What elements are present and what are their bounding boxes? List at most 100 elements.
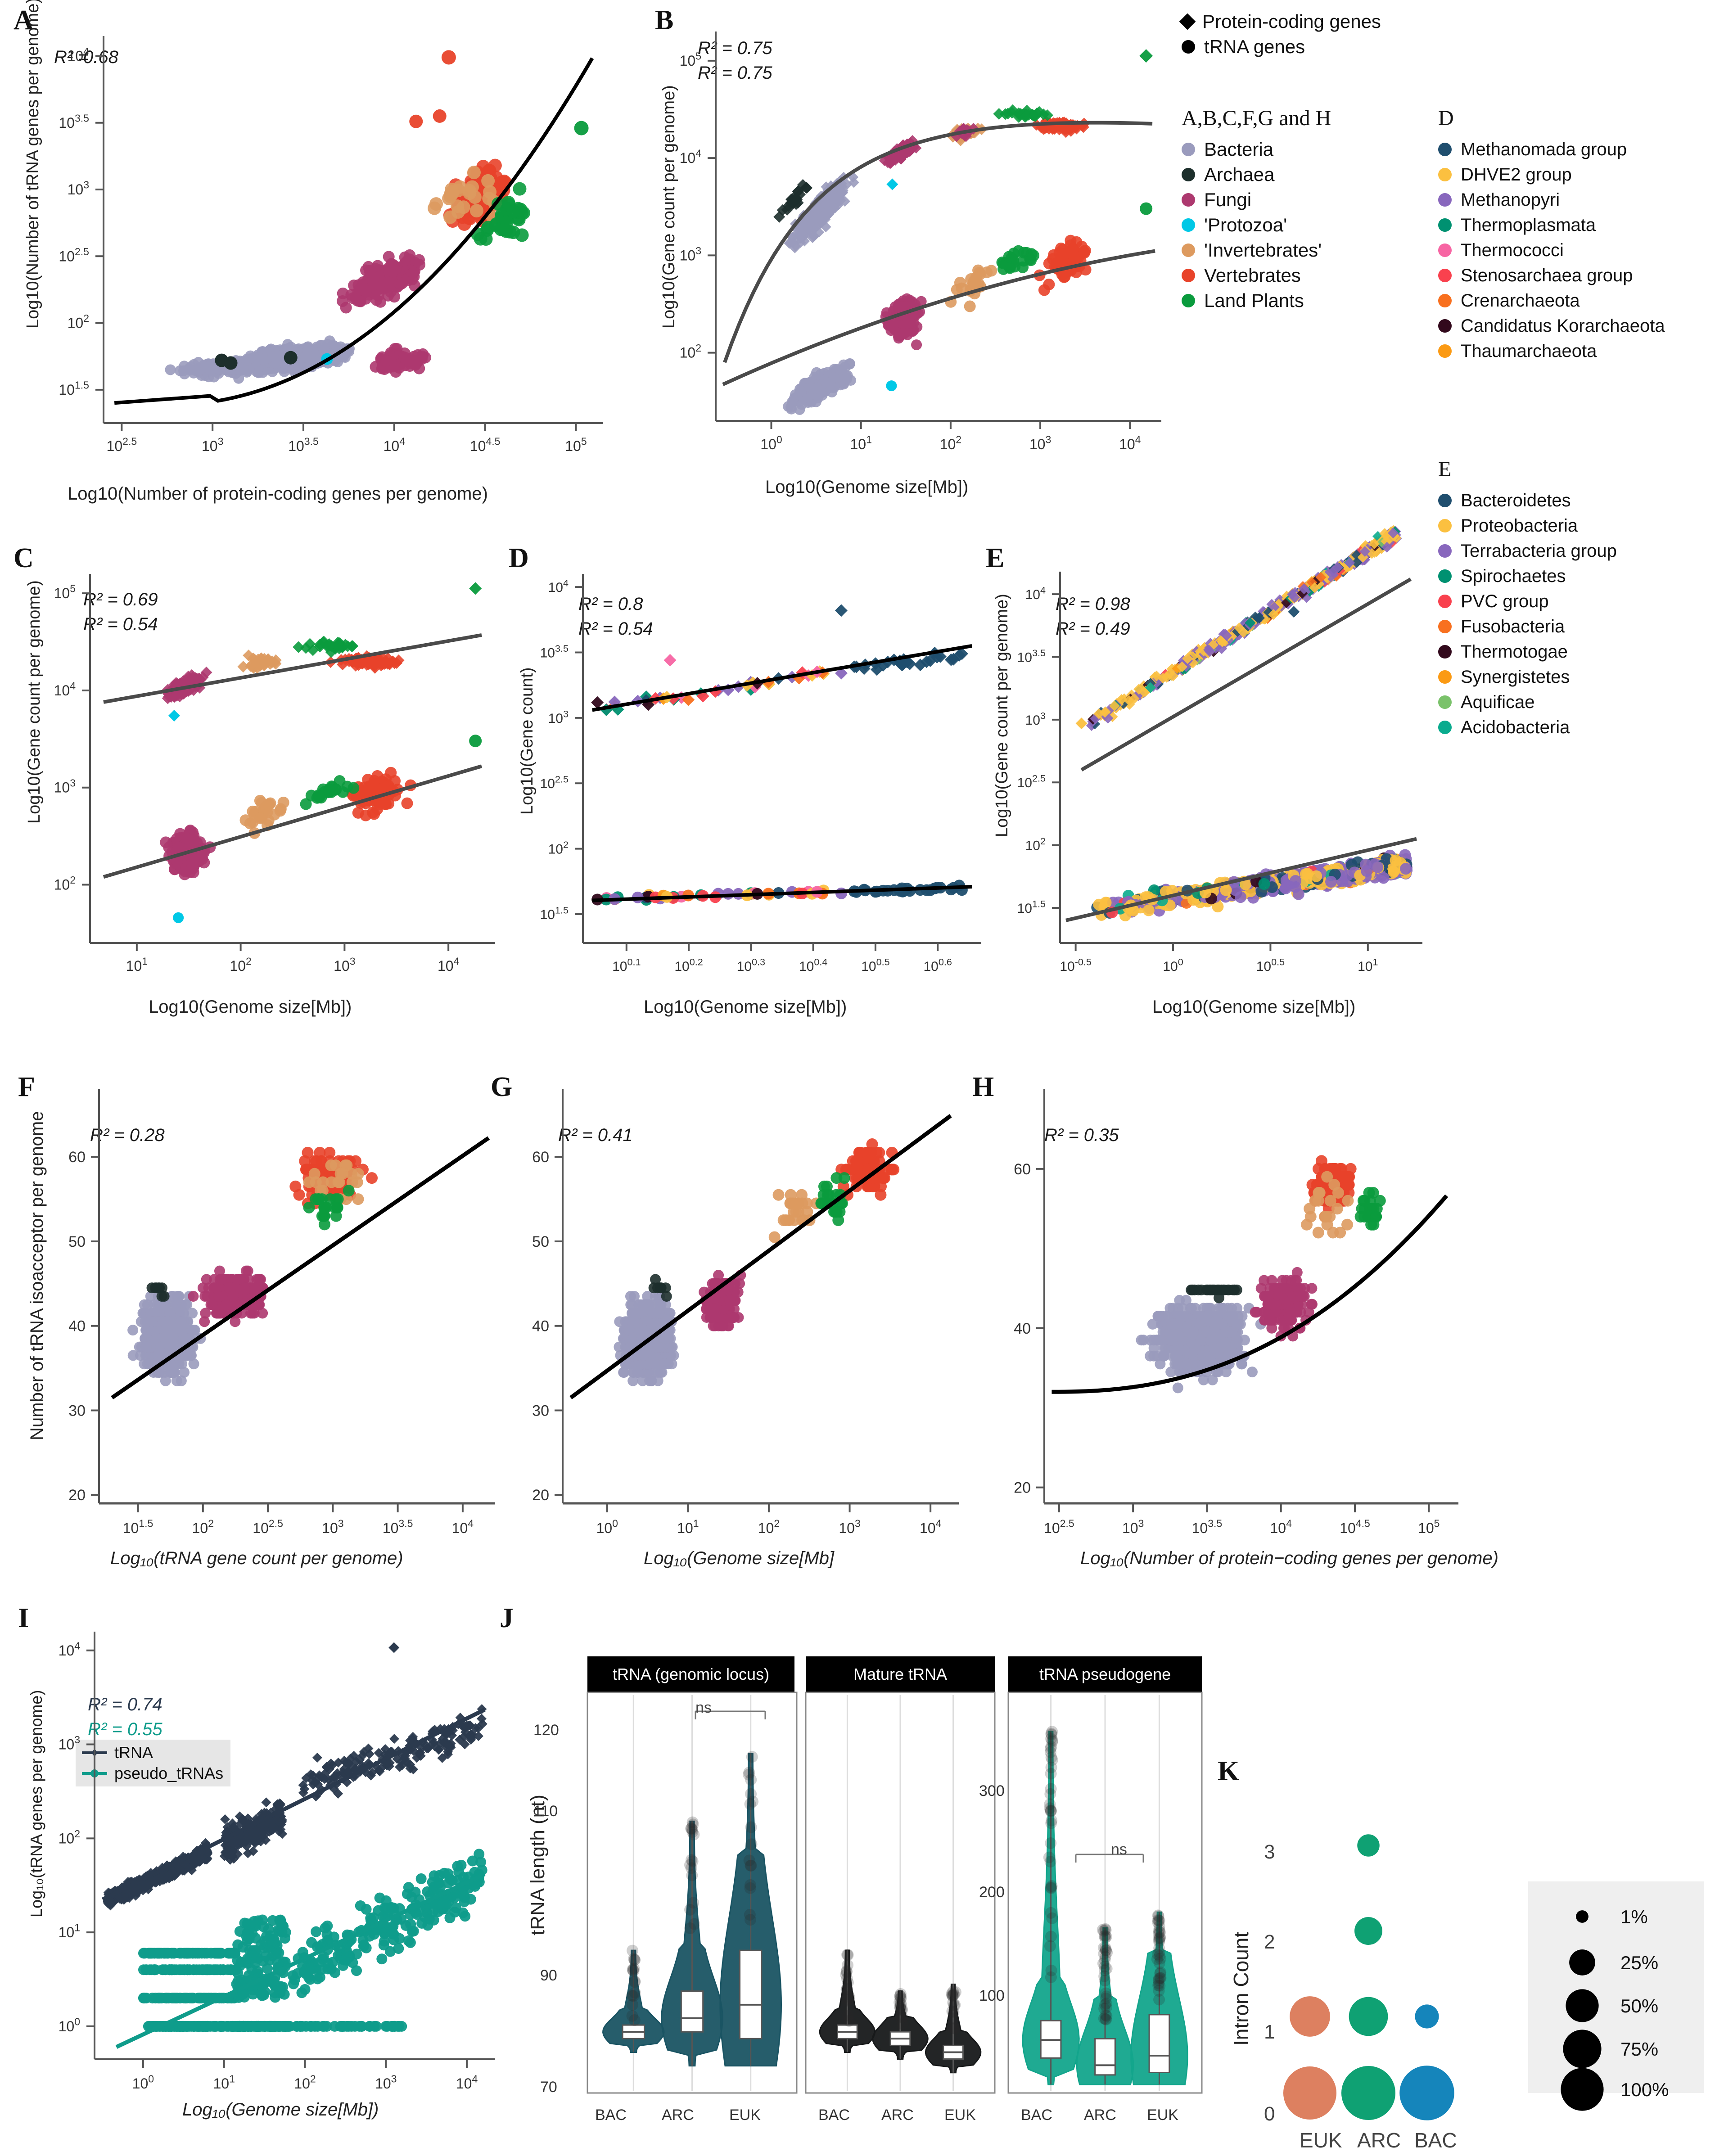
legend-label: Candidatus Korarchaeota: [1461, 316, 1665, 336]
panel-J-xtick-euk-2: EUK: [944, 2106, 976, 2124]
legend-label: Methanomada group: [1461, 139, 1627, 159]
legend-color-dot-icon: [1182, 269, 1195, 282]
legend-item-candidatus-korarchaeota: Candidatus Korarchaeota: [1438, 313, 1665, 338]
legend-item-aquificae: Aquificae: [1438, 690, 1617, 715]
svg-text:102.5: 102.5: [59, 246, 89, 264]
bubble-ARC-1: [1349, 1997, 1388, 2036]
bubble-BAC-0: [1399, 2066, 1454, 2120]
panel-F-plot: 101.5 102 102.5 103 103.5 104 20 30 40 50 60: [68, 1089, 495, 1536]
svg-text:102: 102: [1025, 835, 1046, 853]
legend-item-bacteroidetes: Bacteroidetes: [1438, 488, 1617, 513]
panel-H-x-title: Log₁₀(Number of protein−coding genes per…: [1080, 1548, 1498, 1568]
legend-color-dot-icon: [1182, 294, 1195, 307]
svg-text:105: 105: [54, 583, 76, 601]
legend-color-dot-icon: [1438, 544, 1452, 558]
legend-item-thaumarchaeota: Thaumarchaeota: [1438, 338, 1665, 364]
svg-text:10-0.5: 10-0.5: [1060, 956, 1092, 974]
svg-text:100.1: 100.1: [612, 956, 641, 974]
svg-text:102.5: 102.5: [253, 1518, 283, 1536]
circle-marker-icon: [1182, 40, 1195, 54]
panel-B-plot: 100 101 102 103 104 102 103 104 105: [680, 32, 1161, 452]
bubble-BAC-1: [1415, 2004, 1439, 2029]
panel-J-xtick-bac-2: BAC: [818, 2106, 850, 2124]
legend-item-vertebrates: Vertebrates: [1182, 263, 1331, 288]
panel-K-size-legend: 1% 25% 50% 75% 100%: [1528, 1881, 1704, 2111]
panel-J-ytick-120: 120: [533, 1722, 559, 1739]
svg-text:102: 102: [548, 839, 569, 857]
panel-I-inner-legend: tRNA pseudo_tRNAs: [76, 1740, 230, 1786]
legend-label: 'Protozoa': [1204, 214, 1287, 235]
inner-legend-label: pseudo_tRNAs: [114, 1764, 224, 1782]
svg-text:103.5: 103.5: [288, 436, 319, 454]
panel-I-r2-1: R² = 0.74: [88, 1695, 162, 1714]
svg-text:102.5: 102.5: [1017, 773, 1046, 791]
legend-color-dot-icon: [1438, 218, 1452, 232]
panel-J-plot: [587, 1691, 1203, 2094]
legend-label: DHVE2 group: [1461, 164, 1572, 185]
legend-item-thermoplasmata: Thermoplasmata: [1438, 212, 1665, 238]
bacteria-legend: E Bacteroidetes Proteobacteria Terrabacter…: [1438, 457, 1617, 740]
panel-label-G: G: [491, 1072, 513, 1102]
svg-text:100.4: 100.4: [799, 956, 827, 974]
svg-text:100.2: 100.2: [674, 956, 703, 974]
panel-label-J: J: [500, 1603, 514, 1633]
panel-G-x-title: Log₁₀(Genome size[Mb]: [644, 1548, 834, 1568]
panel-label-B: B: [655, 5, 674, 36]
svg-text:102.5: 102.5: [107, 436, 137, 454]
legend-item-spirochaetes: Spirochaetes: [1438, 564, 1617, 589]
legend-color-dot-icon: [1438, 344, 1452, 358]
legend-label: Land Plants: [1204, 290, 1304, 311]
panel-J-xtick-euk-3: EUK: [1147, 2106, 1178, 2124]
svg-text:102: 102: [68, 312, 89, 331]
legend-item-synergistetes: Synergistetes: [1438, 664, 1617, 690]
panel-label-E: E: [986, 543, 1005, 573]
legend-label: Proteobacteria: [1461, 515, 1578, 536]
svg-text:50: 50: [68, 1233, 86, 1250]
svg-text:104: 104: [384, 436, 406, 454]
svg-text:60: 60: [68, 1149, 86, 1166]
legend-label: PVC group: [1461, 591, 1549, 611]
legend-color-dot-icon: [1182, 168, 1195, 181]
legend-label: Archaea: [1204, 164, 1275, 185]
svg-text:30: 30: [68, 1402, 86, 1419]
panel-E-x-title: Log10(Genome size[Mb]): [1152, 997, 1356, 1017]
panel-D-r2-2: R² = 0.54: [578, 619, 653, 639]
panel-F-r2: R² = 0.28: [90, 1125, 165, 1145]
svg-text:20: 20: [68, 1487, 86, 1504]
panel-J-ns-label-2: ns: [1111, 1841, 1127, 1858]
legend-label: Methanopyri: [1461, 189, 1560, 210]
svg-text:103.5: 103.5: [540, 643, 569, 661]
svg-text:102: 102: [940, 434, 961, 452]
svg-text:101: 101: [850, 434, 871, 452]
legend-color-dot-icon: [1182, 244, 1195, 257]
panel-label-D: D: [509, 543, 529, 573]
legend-color-dot-icon: [1438, 595, 1452, 608]
svg-text:103.5: 103.5: [383, 1518, 413, 1536]
panel-B-r2-1: R² = 0.75: [698, 38, 772, 58]
panel-D-x-title: Log10(Genome size[Mb]): [644, 997, 847, 1017]
panel-K-ytick-3: 3: [1264, 1841, 1275, 1863]
svg-text:104: 104: [452, 1518, 474, 1536]
panel-K-xtick-euk: EUK: [1300, 2129, 1342, 2152]
legend-label: Thermotogae: [1461, 641, 1568, 662]
bubble-ARC-3: [1357, 1834, 1380, 1857]
panel-E-r2-1: R² = 0.98: [1056, 594, 1130, 614]
legend-color-dot-icon: [1438, 294, 1452, 307]
legend-color-dot-icon: [1438, 695, 1452, 709]
bubble-EUK-1: [1290, 1996, 1330, 2037]
legend-label: Fungi: [1204, 189, 1252, 210]
panel-J-xtick-bac-3: BAC: [1021, 2106, 1052, 2124]
legend-item-land-plants: Land Plants: [1182, 288, 1331, 313]
legend-label: Fusobacteria: [1461, 616, 1565, 636]
panel-J-ytick-90: 90: [540, 1967, 557, 1984]
panel-J-ytick-70: 70: [540, 2079, 557, 2096]
legend-label: Protein-coding genes: [1202, 11, 1381, 32]
panel-A-r2-1: 0.68: [83, 47, 118, 67]
facet-strip-mature-trna: Mature tRNA: [806, 1656, 995, 1692]
inner-legend-item-pseudo: pseudo_tRNAs: [81, 1763, 225, 1784]
panel-K-ytick-2: 2: [1264, 1931, 1275, 1953]
inner-legend-item-trna: tRNA: [81, 1742, 225, 1763]
legend-color-dot-icon: [1182, 218, 1195, 232]
